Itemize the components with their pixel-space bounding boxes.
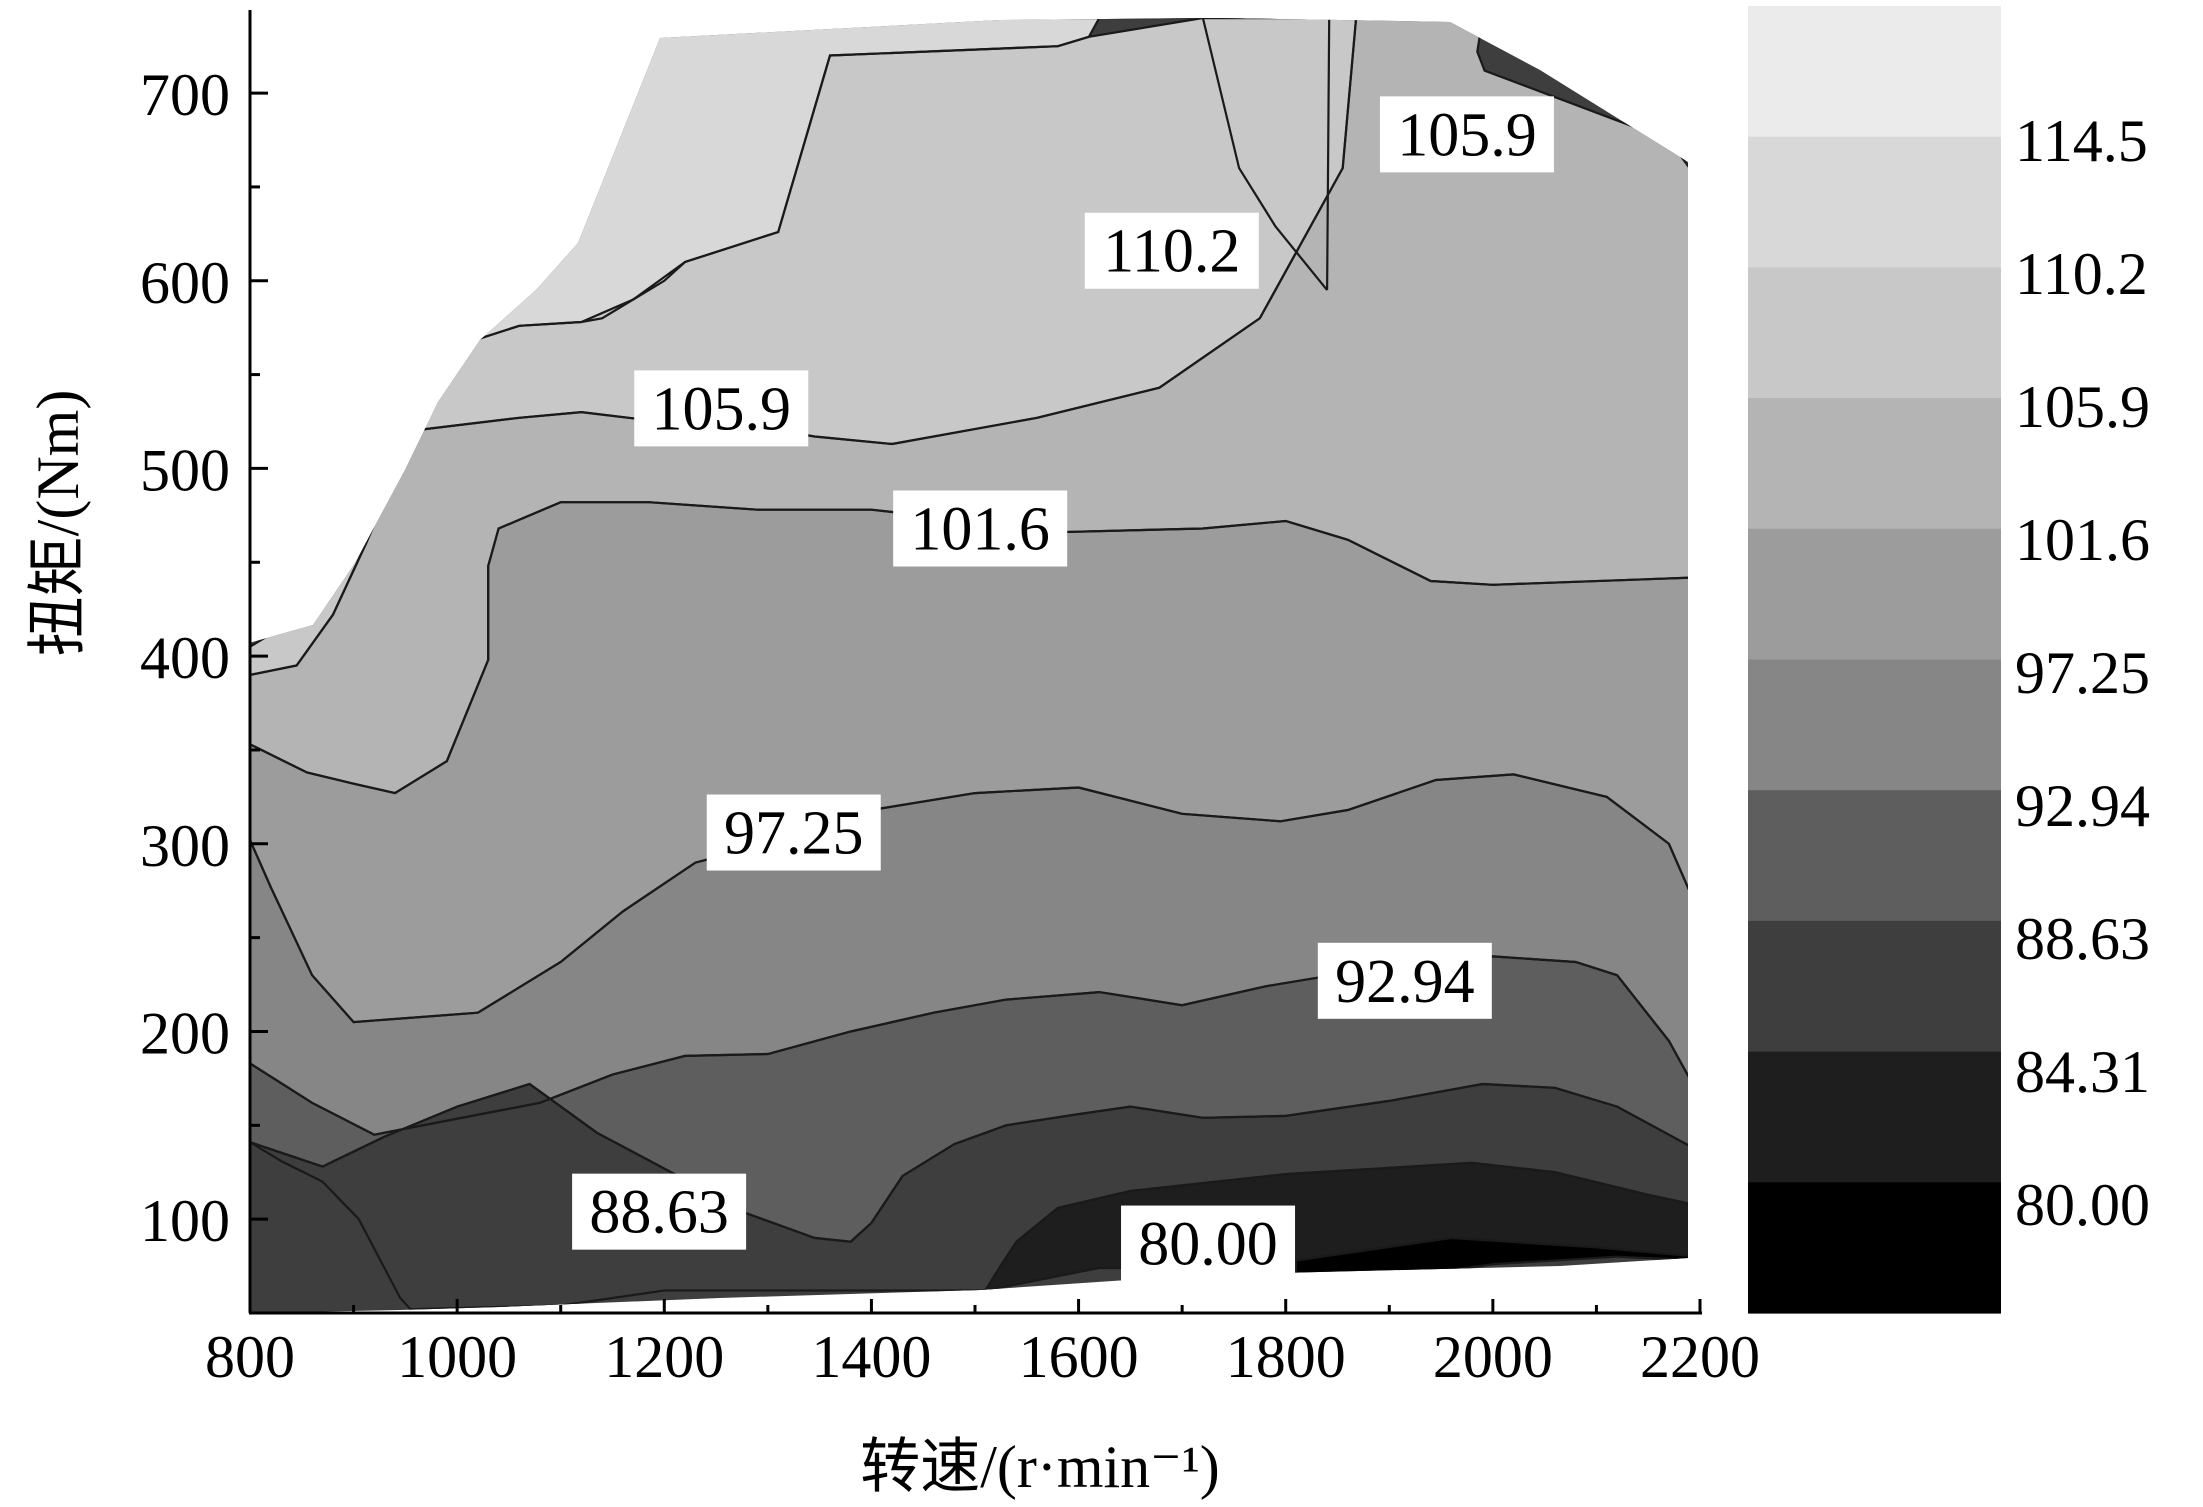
colorbar-label: 80.00 (2015, 1172, 2150, 1238)
colorbar-label: 114.5 (2015, 108, 2148, 174)
contour-label-box (634, 370, 809, 447)
x-tick-label: 1000 (397, 1324, 517, 1390)
contour-label-box (893, 490, 1068, 567)
contour-label: 92.94 (1335, 948, 1475, 1016)
colorbar-band (1748, 1051, 2001, 1183)
contour-label-box (572, 1173, 747, 1250)
y-tick-label: 100 (140, 1188, 230, 1254)
contour-labels: 105.9 110.2 105.9 101.6 97.25 92.94 88.63 80.00 (572, 96, 1554, 1282)
y-tick-label: 700 (140, 62, 230, 128)
contour-band-88_63 (250, 956, 1688, 1242)
colorbar-label: 97.25 (2015, 640, 2150, 706)
colorbar-band (1748, 267, 2001, 399)
axes: 800 1000 1200 1400 1600 1800 2000 2200 100 200 30… (140, 10, 1760, 1390)
colorbar-band (1748, 790, 2001, 922)
colorbar-band (1748, 1182, 2001, 1314)
contour-label-box (1379, 96, 1554, 173)
y-ticks: 100 200 300 400 500 600 700 (140, 62, 268, 1315)
contour-band-110_2 (420, 18, 1330, 356)
colorbar-band (1748, 659, 2001, 791)
contour-label: 105.9 (1397, 101, 1537, 169)
y-tick-label: 400 (140, 625, 230, 691)
colorbar-labels: 114.5 110.2 105.9 101.6 97.25 92.94 88.63 84.31… (2015, 108, 2150, 1238)
contour-label: 80.00 (1138, 1211, 1278, 1279)
contour-band-101_6 (250, 18, 1688, 794)
colorbar: 114.5 110.2 105.9 101.6 97.25 92.94 88.63 84.31… (1748, 6, 2150, 1314)
x-tick-label: 800 (205, 1324, 295, 1390)
colorbar-label: 92.94 (2015, 773, 2150, 839)
x-tick-label: 2000 (1433, 1324, 1553, 1390)
colorbar-bands (1748, 6, 2001, 1314)
x-tick-label: 2200 (1640, 1324, 1760, 1390)
contour-label-box (1084, 212, 1259, 289)
y-tick-label: 600 (140, 250, 230, 316)
colorbar-band (1748, 920, 2001, 1053)
x-tick-label: 1400 (811, 1324, 931, 1390)
contour-band-105_9 (250, 18, 1357, 675)
colorbar-label: 84.31 (2015, 1039, 2150, 1105)
colorbar-band (1748, 528, 2001, 661)
contour-band-114_5 (307, 34, 597, 204)
x-tick-label: 1200 (604, 1324, 724, 1390)
contour-label: 101.6 (910, 495, 1050, 563)
contour-band-92_94 (250, 774, 1688, 1135)
contour-label: 97.25 (724, 800, 864, 868)
contour-band-97_25 (250, 502, 1688, 1023)
contour-label: 110.2 (1103, 218, 1240, 286)
x-ticks: 800 1000 1200 1400 1600 1800 2000 2200 (205, 1299, 1760, 1390)
contour-label: 88.63 (589, 1179, 729, 1247)
contour-isolines (249, 18, 1688, 1311)
x-axis-title: 转速/(r·min⁻¹) (860, 1434, 1220, 1500)
colorbar-label: 88.63 (2015, 906, 2150, 972)
contour-label-box (1317, 942, 1492, 1019)
contour-label-box (1121, 1205, 1296, 1282)
y-tick-label: 500 (140, 437, 230, 503)
contour-bands (250, 18, 1688, 1310)
contour-band-84_31 (250, 1084, 1688, 1310)
colorbar-band (1748, 6, 2001, 138)
colorbar-band (1748, 398, 2001, 530)
colorbar-band (1748, 136, 2001, 268)
colorbar-label: 101.6 (2015, 507, 2150, 573)
colorbar-label: 110.2 (2015, 241, 2148, 307)
colorbar-label: 105.9 (2015, 374, 2150, 440)
y-axis-title: 扭矩/(Nm) (25, 390, 91, 657)
contour-label-box (706, 794, 881, 871)
y-tick-label: 200 (140, 1000, 230, 1066)
x-tick-label: 1600 (1019, 1324, 1139, 1390)
y-tick-label: 300 (140, 813, 230, 879)
x-tick-label: 1800 (1226, 1324, 1346, 1390)
contour-label: 105.9 (652, 375, 792, 443)
contour-line-114_5 (306, 33, 599, 205)
